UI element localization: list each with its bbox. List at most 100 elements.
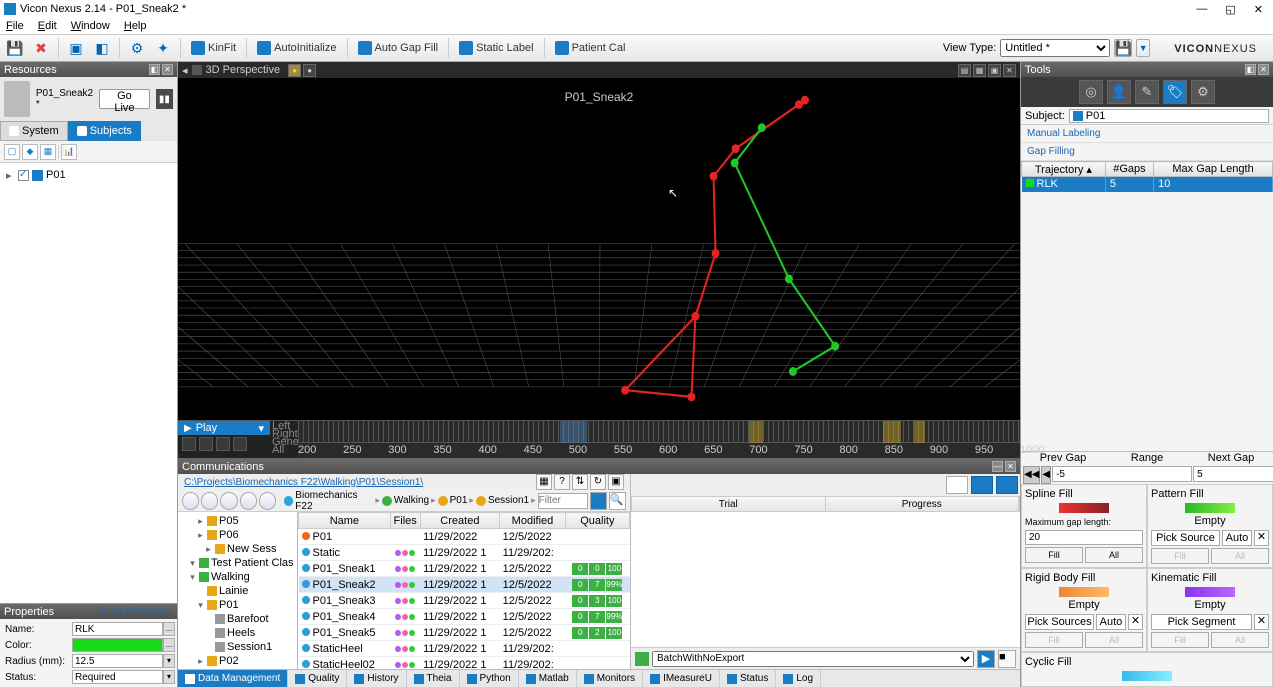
- viewtype-select[interactable]: Untitled *: [1000, 39, 1110, 57]
- pin-icon[interactable]: ◧: [149, 64, 160, 75]
- close-button[interactable]: ✕: [1254, 3, 1263, 16]
- session-tree[interactable]: ▸P05▸P06▸New Sess▾Test Patient Clas▾Walk…: [178, 512, 298, 669]
- column-header[interactable]: Progress: [826, 497, 1020, 511]
- tree-tool-icon[interactable]: ◆: [22, 144, 38, 160]
- range-end-input[interactable]: [1193, 466, 1273, 482]
- column-header[interactable]: Trial: [632, 497, 826, 511]
- tab-subjects[interactable]: Subjects: [68, 121, 141, 141]
- prop-value[interactable]: Required: [72, 670, 163, 684]
- tool-icon[interactable]: ⚙: [126, 37, 148, 59]
- breadcrumb[interactable]: Biomechanics F22: [284, 490, 374, 512]
- tab-system[interactable]: System: [0, 121, 68, 141]
- prop-value[interactable]: RLK: [72, 622, 163, 636]
- view-toggle-icon[interactable]: [590, 492, 607, 510]
- bottom-tab-monitors[interactable]: Monitors: [577, 670, 643, 687]
- session-tree-item[interactable]: Heels: [180, 626, 295, 640]
- tool-icon[interactable]: ▣: [65, 37, 87, 59]
- nav-up-icon[interactable]: [240, 492, 257, 510]
- show-advanced-link[interactable]: Show Advanced: [98, 606, 173, 617]
- manual-labeling-link[interactable]: Manual Labeling: [1021, 125, 1273, 143]
- bottom-tab-status[interactable]: Status: [720, 670, 776, 687]
- 3d-viewport[interactable]: P01_Sneak2 ↖: [178, 78, 1020, 420]
- session-tree-item[interactable]: ▾P01: [180, 598, 295, 612]
- session-tree-item[interactable]: ▸New Sess: [180, 542, 295, 556]
- clear-icon[interactable]: ✕: [1254, 530, 1269, 546]
- batch-tool-icon[interactable]: [971, 476, 993, 494]
- batch-tool-icon[interactable]: [996, 476, 1018, 494]
- file-row[interactable]: P01 11/29/202212/5/2022: [299, 529, 630, 545]
- path-tool-icon[interactable]: ▣: [608, 474, 624, 490]
- tool-mode-icon[interactable]: 👤: [1107, 80, 1131, 104]
- column-header[interactable]: Files: [390, 513, 420, 529]
- refresh-icon[interactable]: ↻: [590, 474, 606, 490]
- column-header[interactable]: Modified: [500, 513, 566, 529]
- session-tree-item[interactable]: Lainie: [180, 584, 295, 598]
- toolbar-patient-cal[interactable]: Patient Cal: [551, 37, 630, 59]
- fill-button[interactable]: Fill: [1025, 547, 1083, 563]
- stop-batch-icon[interactable]: ■: [998, 650, 1016, 668]
- bottom-tab-matlab[interactable]: Matlab: [519, 670, 577, 687]
- view-close-icon[interactable]: ✕: [1003, 64, 1016, 77]
- bottom-tab-history[interactable]: History: [347, 670, 406, 687]
- bottom-tab-python[interactable]: Python: [460, 670, 519, 687]
- session-tree-item[interactable]: ▸P06: [180, 528, 295, 542]
- tree-checkbox[interactable]: [18, 170, 29, 181]
- minimize-button[interactable]: —: [1196, 3, 1207, 16]
- close-pane-icon[interactable]: ✕: [162, 64, 173, 75]
- session-tree-item[interactable]: ▸P02: [180, 654, 295, 668]
- session-tree-item[interactable]: Session1: [180, 640, 295, 654]
- breadcrumb[interactable]: P01: [438, 495, 468, 506]
- label-mode-icon[interactable]: 🏷: [1163, 80, 1187, 104]
- batch-tool-icon[interactable]: [946, 476, 968, 494]
- prev-gap-button[interactable]: ◀◀: [1023, 466, 1040, 484]
- file-row[interactable]: P01_Sneak1 11/29/2022 112/5/202200100: [299, 561, 630, 577]
- bottom-tab-data-management[interactable]: Data Management: [178, 670, 288, 687]
- menu-file[interactable]: File: [6, 20, 24, 32]
- menu-edit[interactable]: Edit: [38, 20, 57, 32]
- auto-button[interactable]: Auto: [1222, 530, 1252, 546]
- file-row[interactable]: Static 11/29/2022 111/29/202:: [299, 545, 630, 561]
- pause-button[interactable]: ▮▮: [156, 89, 173, 109]
- file-row[interactable]: StaticHeel02 11/29/2022 111/29/202:: [299, 657, 630, 670]
- view-layout-icon[interactable]: ▤: [958, 64, 971, 77]
- timeline-tool-icon[interactable]: [199, 437, 213, 451]
- close-pane-icon[interactable]: ✕: [1258, 64, 1269, 75]
- timeline-tool-icon[interactable]: [216, 437, 230, 451]
- menu-window[interactable]: Window: [71, 20, 110, 32]
- file-row[interactable]: P01_Sneak5 11/29/2022 112/5/202202100: [299, 625, 630, 641]
- tool-mode-icon[interactable]: ✎: [1135, 80, 1159, 104]
- pick-source-button[interactable]: Pick Sources: [1025, 614, 1094, 630]
- nav-fwd-icon[interactable]: [220, 492, 237, 510]
- run-batch-icon[interactable]: ▶: [977, 650, 995, 668]
- maximize-button[interactable]: ◱: [1225, 3, 1235, 16]
- path-tool-icon[interactable]: ⇅: [572, 474, 588, 490]
- play-button[interactable]: ▶ Play▾: [178, 421, 270, 435]
- tree-tool-icon[interactable]: ▦: [40, 144, 56, 160]
- fill-all-button[interactable]: All: [1085, 547, 1143, 563]
- filter-input[interactable]: [538, 493, 588, 509]
- column-header[interactable]: Created: [420, 513, 500, 529]
- tree-item[interactable]: ▸P01: [6, 167, 171, 183]
- session-tree-item[interactable]: ▸P05: [180, 514, 295, 528]
- view-layout-icon[interactable]: ▣: [988, 64, 1001, 77]
- timeline-tool-icon[interactable]: [182, 437, 196, 451]
- pick-segment-button[interactable]: Pick Segment: [1151, 614, 1252, 630]
- bottom-tab-theia[interactable]: Theia: [407, 670, 460, 687]
- session-tree-item[interactable]: ▾Walking: [180, 570, 295, 584]
- tree-tool-icon[interactable]: ▢: [4, 144, 20, 160]
- column-header[interactable]: Max Gap Length: [1154, 162, 1273, 177]
- gap-filling-link[interactable]: Gap Filling: [1021, 143, 1273, 161]
- view-opt-icon[interactable]: ●: [303, 64, 316, 77]
- menu-help[interactable]: Help: [124, 20, 147, 32]
- auto-button[interactable]: Auto: [1096, 614, 1126, 630]
- file-table[interactable]: NameFilesCreatedModifiedQuality P01 11/2…: [298, 512, 630, 669]
- column-header[interactable]: #Gaps: [1105, 162, 1153, 177]
- help-icon[interactable]: ?: [554, 474, 570, 490]
- nav-refresh-icon[interactable]: [259, 492, 276, 510]
- file-row[interactable]: P01_Sneak4 11/29/2022 112/5/20220799%: [299, 609, 630, 625]
- export-select[interactable]: BatchWithNoExport: [652, 651, 974, 667]
- view-layout-icon[interactable]: ▦: [973, 64, 986, 77]
- cancel-icon[interactable]: ✖: [30, 37, 52, 59]
- search-icon[interactable]: 🔍: [609, 492, 626, 510]
- min-pane-icon[interactable]: —: [992, 461, 1003, 472]
